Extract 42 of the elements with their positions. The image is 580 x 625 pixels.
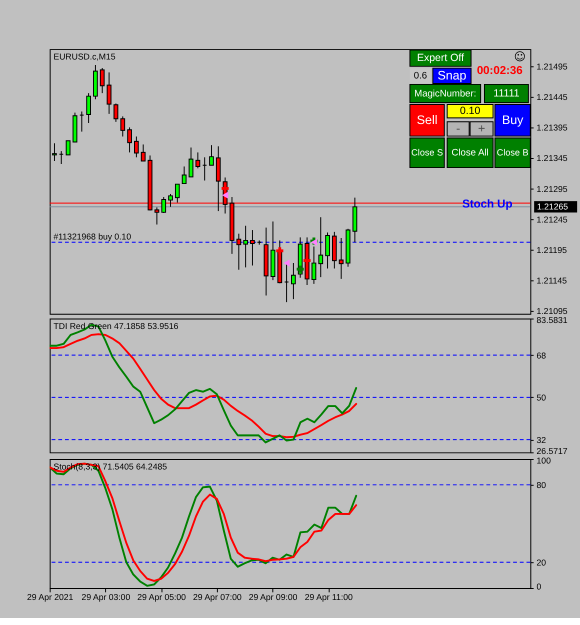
y-tick-label: 1.21495 xyxy=(536,62,568,72)
x-tick-label: 29 Apr 11:00 xyxy=(304,592,354,602)
x-tick-label: 29 Apr 05:00 xyxy=(137,592,186,602)
y-tick-label: 1.21095 xyxy=(536,306,568,316)
annotation: + xyxy=(478,122,486,136)
y-tick-label: 80 xyxy=(536,480,546,490)
y-tick-label: 1.21245 xyxy=(536,214,568,224)
annotation: 11111 xyxy=(493,87,520,100)
annotation: Snap xyxy=(437,68,467,83)
x-tick-label: 29 Apr 2021 xyxy=(27,592,74,602)
annotation: Close B xyxy=(496,148,529,158)
y-tick-label: 68 xyxy=(536,350,546,360)
y-tick-label: 1.21345 xyxy=(536,153,568,164)
annotation: Sell xyxy=(416,113,438,128)
ref-line-label: #11321968 buy 0.10 xyxy=(54,231,132,242)
y-tick-label: 26.5717 xyxy=(536,446,568,456)
y-tick-label: 1.21195 xyxy=(536,244,568,255)
annotation: Expert Off xyxy=(416,52,464,64)
y-tick-label: 50 xyxy=(536,392,546,403)
y-tick-label: 1.21145 xyxy=(536,276,568,286)
annotation: 00:02:36 xyxy=(476,64,523,77)
annotation: Close S xyxy=(411,148,443,158)
y-tick-label: 100 xyxy=(536,455,552,466)
y-tick-label: 1.21295 xyxy=(536,184,568,194)
annotation: 0.6 xyxy=(414,70,428,82)
annotation: MagicNumber: xyxy=(414,88,476,100)
x-tick-label: 29 Apr 07:00 xyxy=(193,592,242,602)
ref-line-label: 1.21265 xyxy=(537,202,568,212)
y-tick-label: 32 xyxy=(536,434,546,445)
chart-title: EURUSD.c,M15 xyxy=(54,52,116,62)
annotation: Close All xyxy=(452,148,489,159)
y-tick-label: 0 xyxy=(536,581,542,592)
annotation: - xyxy=(456,122,460,136)
x-tick-label: 29 Apr 09:00 xyxy=(248,592,298,602)
annotation: Buy xyxy=(502,113,524,128)
y-tick-label: 83.5831 xyxy=(536,314,568,325)
y-tick-label: 1.21445 xyxy=(536,92,568,102)
annotation: 0.10 xyxy=(460,105,480,118)
x-tick-label: 29 Apr 03:00 xyxy=(82,592,130,602)
y-tick-label: 1.21395 xyxy=(536,122,568,133)
annotation: ☺ xyxy=(514,50,526,64)
y-tick-label: 20 xyxy=(536,558,546,568)
